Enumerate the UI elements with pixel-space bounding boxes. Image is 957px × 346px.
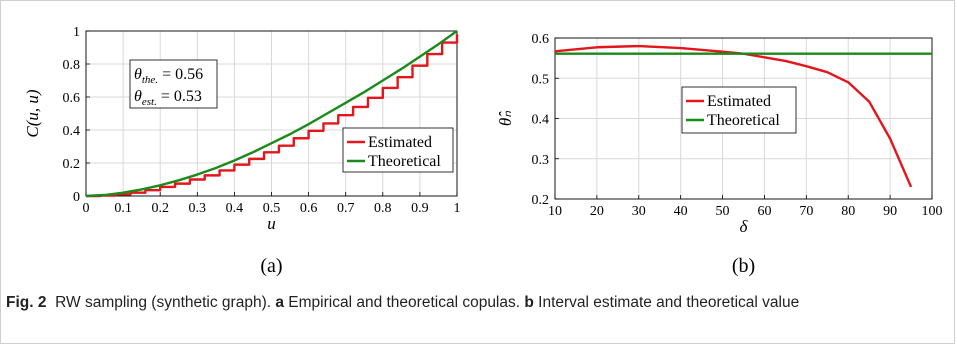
y-tick-label: 0.3 [532, 153, 550, 168]
legend-box [681, 86, 797, 134]
caption-fig-label: Fig. 2 [6, 294, 47, 311]
figure-svg: 0 0.1 0.2 0.3 0.4 0.5 0.6 0.7 0.8 0.9 100.20.40.60… [23, 25, 943, 277]
x-tick-label: 0.1 [114, 201, 132, 216]
x-tick-label: 50 [716, 204, 730, 219]
legend-label-estimated: Estimated [707, 93, 771, 110]
x-tick-label: 0.6 [300, 201, 318, 216]
chart-panel-b: 10 20 30 40 50 60 70 80 90 100 0.2 0.3 0.4 0.5 0.6 δ θ̂ₙ… [496, 32, 943, 277]
y-tick-label: 0 [73, 190, 80, 205]
x-tick-label: 40 [674, 204, 688, 219]
y-tick-label: 0.4 [63, 124, 81, 139]
y-axis-label: C(u, u) [23, 89, 42, 138]
caption-part-a-label: a [275, 294, 284, 311]
legend-label-theoretical: Theoretical [707, 112, 780, 129]
x-tick-label: 0.9 [411, 201, 429, 216]
x-tick-label: 0.5 [263, 201, 281, 216]
x-tick-label: 20 [590, 204, 604, 219]
chart-panel-a: 0 0.1 0.2 0.3 0.4 0.5 0.6 0.7 0.8 0.9 1 0 0.2 0.4 0.6 0… [23, 25, 461, 277]
legend-box [342, 127, 454, 173]
x-tick-label: 0 [83, 201, 90, 216]
panel-label: (b) [732, 255, 755, 277]
y-axis-label: θ̂ₙ [496, 111, 515, 126]
x-tick-label: 0.8 [374, 201, 392, 216]
x-axis-label: u [267, 214, 276, 233]
x-tick-label: 1 [454, 201, 461, 216]
y-tick-label: 0.2 [63, 157, 81, 172]
caption-part-a-text: Empirical and theoretical copulas. [288, 294, 521, 311]
x-tick-label: 0.7 [337, 201, 355, 216]
legend-label-estimated: Estimated [368, 134, 432, 151]
series-line-theoretical [85, 30, 458, 198]
series-line-estimated [86, 34, 459, 198]
x-tick-label: 60 [757, 204, 771, 219]
y-tick-label: 0.6 [63, 91, 81, 106]
y-tick-label: 0.6 [532, 32, 550, 47]
x-tick-label: 0.4 [226, 201, 244, 216]
y-tick-label: 0.2 [532, 193, 550, 208]
y-tick-label: 0.5 [532, 72, 550, 87]
x-tick-label: 80 [841, 204, 855, 219]
caption-part-b-label: b [524, 294, 534, 311]
annotation-frame [129, 59, 218, 109]
legend: Estimated Theoretical [342, 127, 454, 173]
annotation-text: θest. = 0.53 [134, 88, 202, 108]
x-tick-label: 0.3 [189, 201, 207, 216]
y-tick-label: 1 [73, 25, 80, 40]
series-line-estimated [554, 44, 913, 188]
y-tick-label: 0.8 [63, 58, 81, 73]
x-axis-label: δ [740, 217, 749, 236]
legend: Estimated Theoretical [681, 86, 797, 134]
x-tick-label: 90 [883, 204, 897, 219]
legend-label-theoretical: Theoretical [368, 153, 441, 170]
panel-label: (a) [260, 255, 282, 277]
x-tick-label: 0.2 [151, 201, 169, 216]
y-tick-label: 0.4 [532, 113, 550, 128]
caption-part-b-text: Interval estimate and theoretical value [538, 294, 800, 311]
x-tick-label: 10 [548, 204, 562, 219]
figure-caption: Fig. 2 RW sampling (synthetic graph). a … [6, 292, 951, 313]
x-tick-label: 100 [922, 204, 943, 219]
annotation-text: θthe. = 0.56 [134, 66, 203, 86]
x-tick-label: 70 [799, 204, 813, 219]
caption-text-1: RW sampling (synthetic graph). [55, 294, 272, 311]
x-tick-label: 30 [632, 204, 646, 219]
